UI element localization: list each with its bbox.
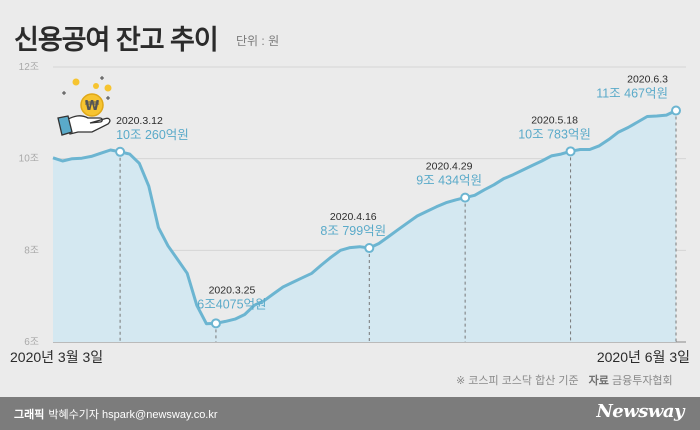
- annotation-value: 8조 799억원: [320, 224, 386, 238]
- y-tick-label: 12조: [19, 62, 39, 73]
- y-tick-label: 6조: [24, 337, 39, 348]
- credit-role: 그래픽: [14, 409, 45, 421]
- x-start-label: 2020년 3월 3일: [10, 349, 103, 365]
- y-tick-label: 8조: [24, 245, 39, 256]
- source-label: 자료: [588, 375, 609, 387]
- data-point-marker: [210, 318, 221, 329]
- source-note: ※ 코스피 코스닥 합산 기준 자료 금융투자협회: [456, 372, 673, 388]
- annotation-value: 11조 467억원: [596, 87, 668, 101]
- data-point-marker: [565, 146, 576, 157]
- data-point-marker: [115, 146, 126, 157]
- annotation-value: 6조4075억원: [197, 297, 266, 311]
- footer-bar: 그래픽 박혜수기자 hspark@newsway.co.kr Newsway: [0, 397, 700, 430]
- annotation-date: 2020.4.16: [330, 211, 377, 223]
- hand-holding-won-coin-icon: ₩: [57, 76, 112, 136]
- annotation-date: 2020.3.12: [116, 115, 163, 127]
- data-point-marker: [671, 105, 681, 116]
- basis-note: ※ 코스피 코스닥 합산 기준: [456, 375, 579, 387]
- x-end-label: 2020년 6월 3일: [597, 349, 690, 365]
- annotation-value: 10조 783억원: [518, 127, 591, 141]
- y-tick-label: 10조: [19, 154, 39, 165]
- area-fill: [53, 110, 676, 342]
- annotation-date: 2020.5.18: [531, 114, 578, 126]
- unit-label: 단위 : 원: [236, 34, 280, 48]
- annotation-date: 2020.6.3: [627, 74, 668, 86]
- annotation-date: 2020.3.25: [209, 284, 256, 296]
- annotation-value: 9조 434억원: [416, 174, 482, 188]
- brand-logo: Newsway: [596, 401, 684, 422]
- data-point-marker: [364, 243, 375, 254]
- annotation-date: 2020.4.29: [426, 161, 473, 173]
- source-name: 금융투자협회: [611, 375, 673, 387]
- graphic-credit: 그래픽 박혜수기자 hspark@newsway.co.kr: [14, 406, 218, 422]
- data-point-marker: [460, 192, 471, 203]
- annotation-value: 10조 260억원: [116, 128, 189, 142]
- credit-name: 박혜수기자 hspark@newsway.co.kr: [48, 409, 218, 421]
- svg-text:₩: ₩: [85, 99, 100, 114]
- chart-title: 신용공여 잔고 추이: [14, 25, 219, 55]
